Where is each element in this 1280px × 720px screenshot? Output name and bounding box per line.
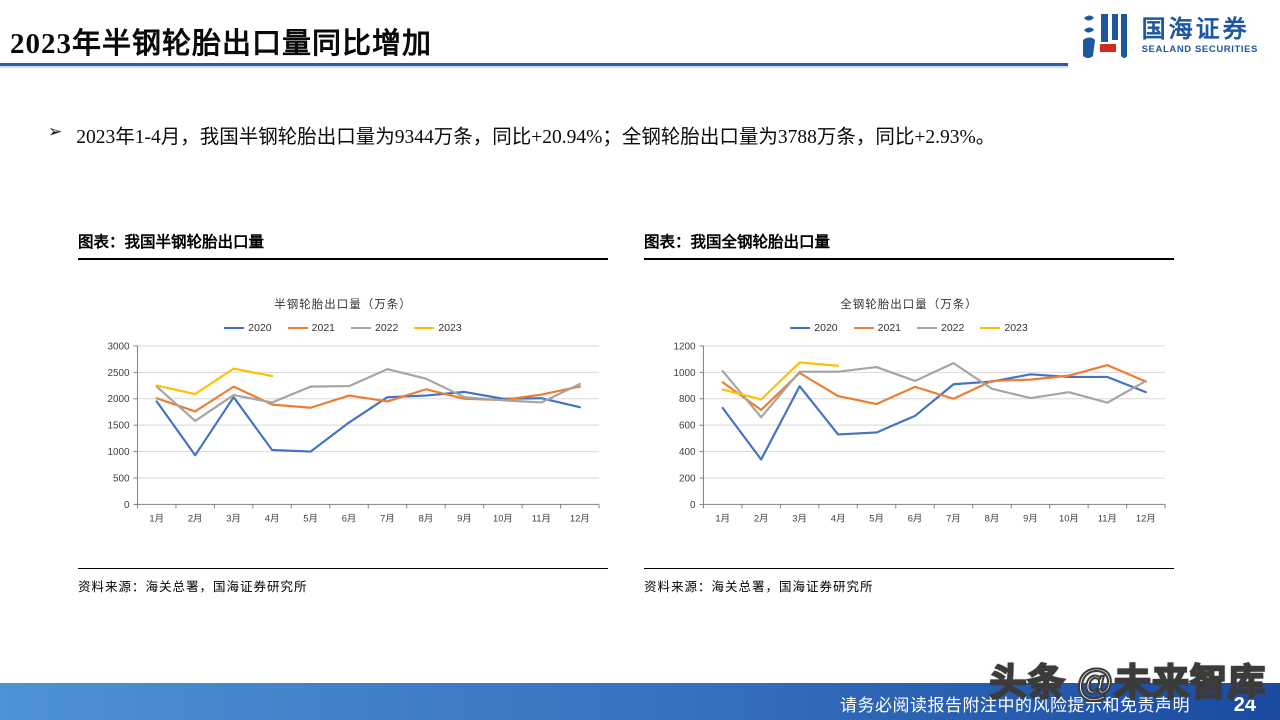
sealand-logo-icon [1082,14,1127,58]
series-line-2023 [721,361,840,401]
line-chart-full-steel: 0 200 400 600 800 1000 1200 1月 2月 3月 4月 5月 6月 7月 8月 9月 1… [644,338,1174,536]
series-line-2022 [155,368,581,423]
panel-full-steel-header: 图表：我国全钢轮胎出口量 [644,230,1174,260]
svg-text:2月: 2月 [188,512,203,523]
legend-label: 2021 [877,322,901,334]
svg-text:1200: 1200 [674,341,697,352]
legend-label: 2020 [248,322,272,334]
svg-text:600: 600 [679,421,696,432]
watermark-text: 头条 @未来智库 [989,661,1266,704]
logo-text: 国海证券 SEALAND SECURITIES [1142,17,1258,54]
legend-line-swatch [790,326,811,330]
legend-line-swatch [287,326,308,330]
legend-item-2021: 2021 [853,322,901,334]
legend-item-2021: 2021 [287,322,335,334]
source-note-semi-steel: 资料来源：海关总署，国海证券研究所 [78,568,608,595]
legend-item-2023: 2023 [414,322,462,334]
page-title: 2023年半钢轮胎出口量同比增加 [10,28,433,60]
svg-text:3月: 3月 [226,512,241,523]
chart-panels: 图表：我国半钢轮胎出口量 半钢轮胎出口量（万条） 2020 2021 2022 202… [78,230,1174,595]
svg-text:2000: 2000 [108,394,131,405]
svg-text:6月: 6月 [908,512,923,523]
footer-disclaimer: 请务必阅读报告附注中的风险提示和免责声明 [840,696,1190,715]
legend-label: 2020 [814,322,838,334]
key-point-bullet: ➢ 2023年1-4月，我国半钢轮胎出口量为9344万条，同比+20.94%；全… [48,120,1238,149]
svg-text:7月: 7月 [380,512,395,523]
svg-text:4月: 4月 [831,512,846,523]
legend-line-swatch [224,326,245,330]
page-number: 24 [1233,694,1256,716]
svg-text:9月: 9月 [1023,512,1038,523]
svg-text:1000: 1000 [674,368,697,379]
panel-semi-steel-header: 图表：我国半钢轮胎出口量 [78,230,608,260]
series-line-2023 [155,367,274,396]
svg-text:10月: 10月 [1059,512,1079,523]
svg-text:12月: 12月 [1136,512,1156,523]
svg-text:3月: 3月 [792,512,807,523]
svg-text:0: 0 [124,500,130,511]
panel-semi-steel: 图表：我国半钢轮胎出口量 半钢轮胎出口量（万条） 2020 2021 2022 202… [78,230,608,595]
svg-text:200: 200 [679,473,696,484]
legend-line-swatch [853,326,874,330]
legend-label: 2023 [438,322,462,334]
source-note-full-steel: 资料来源：海关总署，国海证券研究所 [644,568,1174,595]
svg-text:12月: 12月 [570,512,590,523]
chart-svg: 0 500 1000 1500 2000 2500 3000 1月 2月 3月 4月 5月 6月 7月 8月… [108,341,600,523]
svg-text:500: 500 [113,473,130,484]
company-logo: 国海证券 SEALAND SECURITIES [1080,10,1258,62]
svg-text:10月: 10月 [493,512,513,523]
panel-full-steel: 图表：我国全钢轮胎出口量 全钢轮胎出口量（万条） 2020 2021 2022 202… [644,230,1174,595]
chart-title-full-steel: 全钢轮胎出口量（万条） [840,299,978,311]
footer-band [0,683,1280,720]
svg-text:4月: 4月 [265,512,280,523]
svg-text:11月: 11月 [1098,512,1117,523]
svg-text:800: 800 [679,394,696,405]
legend-item-2020: 2020 [224,322,272,334]
legend-label: 2023 [1004,322,1028,334]
svg-text:6月: 6月 [342,512,357,523]
bullet-arrow-icon: ➢ [48,122,63,141]
series-line-2021 [155,385,581,413]
legend-item-2022: 2022 [351,322,398,334]
key-point-text: 2023年1-4月，我国半钢轮胎出口量为9344万条，同比+20.94%；全钢轮… [76,127,996,148]
svg-text:8月: 8月 [985,512,1000,523]
svg-text:8月: 8月 [419,512,434,523]
svg-text:1500: 1500 [108,421,131,432]
svg-text:3000: 3000 [108,341,131,352]
legend-label: 2021 [311,322,335,334]
legend-item-2022: 2022 [917,322,964,334]
svg-text:1月: 1月 [149,512,164,523]
logo-text-en: SEALAND SECURITIES [1141,43,1258,55]
svg-text:1000: 1000 [108,447,131,458]
chart-legend-full-steel: 2020 2021 2022 2023 [644,322,1174,334]
legend-label: 2022 [941,322,965,334]
svg-text:7月: 7月 [946,512,961,523]
logo-text-cn: 国海证券 [1141,17,1250,44]
legend-line-swatch [414,326,435,330]
header-divider [0,63,1068,68]
chart-svg: 0 200 400 600 800 1000 1200 1月 2月 3月 4月 5月 6月 7月 8月 9月 1… [674,341,1166,523]
chart-legend-semi-steel: 2020 2021 2022 2023 [78,322,608,334]
svg-text:5月: 5月 [303,512,318,523]
legend-line-swatch [980,326,1001,330]
line-chart-semi-steel: 0 500 1000 1500 2000 2500 3000 1月 2月 3月 4月 5月 6月 7月 8月… [78,338,608,536]
svg-text:1月: 1月 [715,512,730,523]
legend-label: 2022 [375,322,399,334]
svg-text:0: 0 [690,500,696,511]
legend-line-swatch [917,326,937,330]
svg-text:2500: 2500 [108,368,131,379]
svg-text:2月: 2月 [754,512,769,523]
chart-title-semi-steel: 半钢轮胎出口量（万条） [274,299,412,311]
series-line-2020 [721,373,1147,461]
legend-line-swatch [351,326,371,330]
svg-text:9月: 9月 [457,512,472,523]
svg-text:5月: 5月 [869,512,884,523]
legend-item-2020: 2020 [790,322,838,334]
legend-item-2023: 2023 [980,322,1028,334]
svg-text:11月: 11月 [532,512,551,523]
svg-text:400: 400 [679,447,696,458]
series-line-2022 [721,362,1147,419]
